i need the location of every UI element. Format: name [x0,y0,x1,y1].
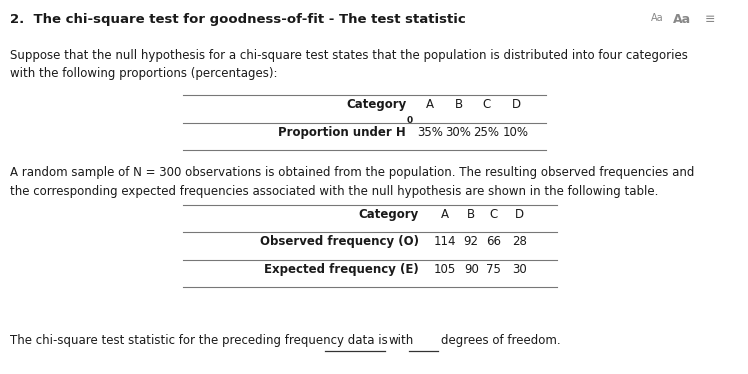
Text: 35%: 35% [417,126,443,139]
Text: 92: 92 [464,235,479,248]
Text: C: C [489,208,498,221]
Text: Aa: Aa [651,13,663,23]
Text: Category: Category [358,208,419,221]
Text: Observed frequency (O): Observed frequency (O) [260,235,419,248]
Text: B: B [468,208,475,221]
Text: D: D [512,98,521,111]
Text: 105: 105 [434,263,456,276]
Text: Category: Category [346,98,406,111]
Text: with the following proportions (percentages):: with the following proportions (percenta… [10,67,278,80]
Text: B: B [455,98,462,111]
Text: Suppose that the null hypothesis for a chi-square test states that the populatio: Suppose that the null hypothesis for a c… [10,49,687,62]
Text: 90: 90 [464,263,479,276]
Text: 30%: 30% [446,126,471,139]
Text: 2.  The chi-square test for goodness-of-fit - The test statistic: 2. The chi-square test for goodness-of-f… [10,13,465,26]
Text: 114: 114 [434,235,456,248]
Text: A: A [426,98,434,111]
Text: A: A [441,208,449,221]
Text: 0: 0 [407,116,413,125]
Text: Proportion under H: Proportion under H [278,126,406,139]
Text: A random sample of N = 300 observations is obtained from the population. The res: A random sample of N = 300 observations … [10,166,694,180]
Text: D: D [515,208,524,221]
Text: 30: 30 [512,263,527,276]
Text: 75: 75 [486,263,501,276]
Text: C: C [482,98,491,111]
Text: with: with [389,334,414,347]
Text: 66: 66 [486,235,501,248]
Text: ≡: ≡ [705,13,715,26]
Text: Expected frequency (E): Expected frequency (E) [264,263,419,276]
Text: degrees of freedom.: degrees of freedom. [441,334,561,347]
Text: 10%: 10% [503,126,529,139]
Text: the corresponding expected frequencies associated with the null hypothesis are s: the corresponding expected frequencies a… [10,185,658,198]
Text: 25%: 25% [473,126,499,139]
Text: Aa: Aa [673,13,691,26]
Text: 28: 28 [512,235,527,248]
Text: The chi-square test statistic for the preceding frequency data is: The chi-square test statistic for the pr… [10,334,387,347]
